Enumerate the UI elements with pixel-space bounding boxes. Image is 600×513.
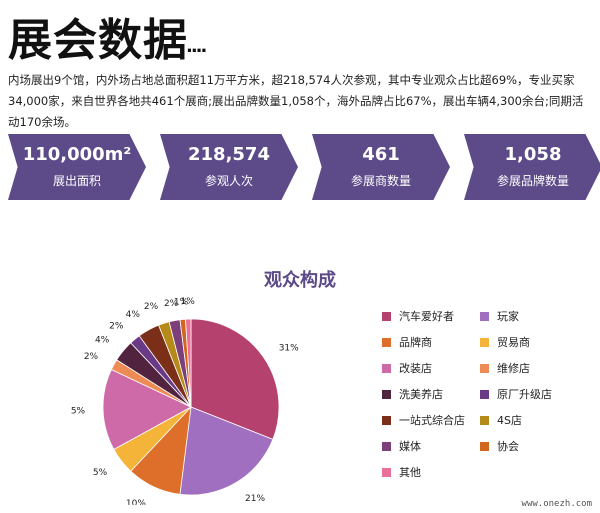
legend-swatch [480, 415, 489, 425]
legend-item: 贸易商 [480, 334, 530, 350]
stat-brands: 1,058 参展品牌数量 [464, 134, 600, 200]
legend-item: 改装店 [382, 360, 432, 376]
legend-label: 其他 [399, 466, 421, 479]
legend-item: 维修店 [480, 360, 530, 376]
legend-swatch [382, 389, 391, 399]
legend-label: 洗美养店 [399, 388, 443, 401]
legend-swatch [480, 337, 489, 347]
pie-data-label: 4% [95, 335, 110, 345]
stats-row: 110,000m² 展出面积 218,574 参观人次 461 参展商数量 1,… [8, 134, 600, 200]
pie-data-label: 5% [93, 468, 108, 478]
pie-slice [185, 318, 192, 408]
chart-legend: 汽车爱好者 玩家品牌商 贸易商改装店 维修店洗美养店 原厂升级店一站式综合店 4S店媒体 协… [382, 308, 592, 498]
legend-label: 一站式综合店 [399, 414, 465, 427]
legend-swatch [480, 311, 489, 321]
legend-swatch [382, 441, 391, 451]
stat-exhibitors: 461 参展商数量 [312, 134, 450, 200]
legend-swatch [480, 389, 489, 399]
chart-title: 观众构成 [264, 270, 336, 291]
legend-item: 4S店 [480, 412, 522, 428]
legend-label: 媒体 [399, 440, 421, 453]
pie-data-label: 2% [109, 321, 124, 331]
stat-visitors: 218,574 参观人次 [160, 134, 298, 200]
pie-data-label: 2% [144, 302, 159, 312]
watermark: www.onezh.com [521, 499, 592, 509]
pie-slice [179, 406, 274, 496]
pie-data-label: 31% [279, 343, 299, 353]
legend-item: 一站式综合店 [382, 412, 465, 428]
stat-label: 参展品牌数量 [496, 174, 569, 188]
pie-chart: 31%21%10%5%15%2%4%2%4%2%2%1%1% [70, 297, 299, 505]
legend-swatch [480, 363, 489, 373]
pie-data-label: 1% [174, 298, 189, 308]
stat-value: 218,574 [188, 144, 270, 165]
stat-value: 1,058 [504, 144, 562, 165]
page-title: 展会数据 [8, 15, 188, 66]
stat-value: 110,000m² [22, 144, 132, 165]
legend-item: 媒体 [382, 438, 421, 454]
legend-label: 维修店 [497, 362, 530, 375]
pie-data-label: 10% [126, 499, 146, 505]
stat-value: 461 [362, 144, 400, 165]
legend-swatch [480, 441, 489, 451]
legend-swatch [382, 467, 391, 477]
legend-label: 改装店 [399, 362, 432, 375]
legend-item: 品牌商 [382, 334, 432, 350]
legend-label: 4S店 [497, 414, 522, 427]
legend-item: 其他 [382, 464, 421, 480]
pie-data-label: 21% [245, 494, 265, 504]
legend-label: 贸易商 [497, 336, 530, 349]
legend-label: 原厂升级店 [497, 388, 552, 401]
legend-item: 玩家 [480, 308, 519, 324]
legend-label: 玩家 [497, 310, 519, 323]
legend-item: 协会 [480, 438, 519, 454]
stat-label: 展出面积 [52, 174, 101, 188]
pie-slice [190, 318, 280, 440]
legend-item: 原厂升级店 [480, 386, 552, 402]
legend-swatch [382, 363, 391, 373]
legend-item: 汽车爱好者 [382, 308, 454, 324]
stat-label: 参观人次 [204, 174, 253, 188]
title-suffix: .... [186, 36, 207, 57]
legend-swatch [382, 337, 391, 347]
pie-data-label: 2% [164, 299, 179, 309]
intro-paragraph: 内场展出9个馆，内外场占地总面积超11万平方米，超218,574人次参观，其中专… [8, 73, 584, 129]
legend-label: 协会 [497, 440, 519, 453]
legend-swatch [382, 415, 391, 425]
stat-exhibition-area: 110,000m² 展出面积 [8, 134, 146, 200]
legend-label: 品牌商 [399, 336, 432, 349]
legend-swatch [382, 311, 391, 321]
pie-data-label: 2% [84, 352, 99, 362]
legend-label: 汽车爱好者 [399, 310, 454, 323]
legend-item: 洗美养店 [382, 386, 443, 402]
pie-data-label: 15% [70, 406, 86, 416]
pie-data-label: 1% [181, 297, 196, 307]
stat-label: 参展商数量 [350, 174, 411, 188]
pie-data-label: 4% [126, 310, 141, 320]
pie-slice [102, 368, 192, 450]
